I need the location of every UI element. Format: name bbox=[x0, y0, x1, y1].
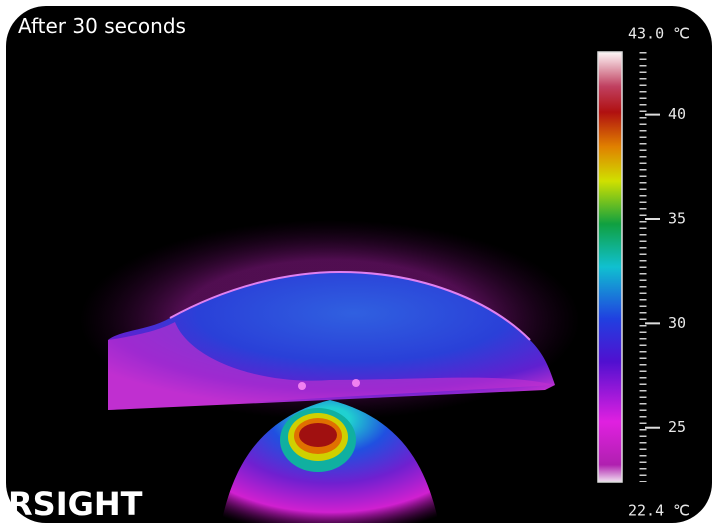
tick-label: 40 bbox=[668, 105, 686, 123]
tick-label: 30 bbox=[668, 314, 686, 332]
scale-max-label: 43.0 ℃ bbox=[628, 25, 690, 43]
logo: RSIGHT bbox=[8, 485, 143, 523]
scale-min-label: 22.4 ℃ bbox=[628, 502, 690, 520]
color-scale: 43.0 ℃ 22.4 ℃ 25 30 35 40 bbox=[597, 25, 690, 520]
tick-label: 25 bbox=[668, 418, 686, 436]
tick-label: 35 bbox=[668, 209, 686, 227]
caption: After 30 seconds bbox=[18, 14, 186, 38]
color-bar bbox=[597, 51, 623, 483]
